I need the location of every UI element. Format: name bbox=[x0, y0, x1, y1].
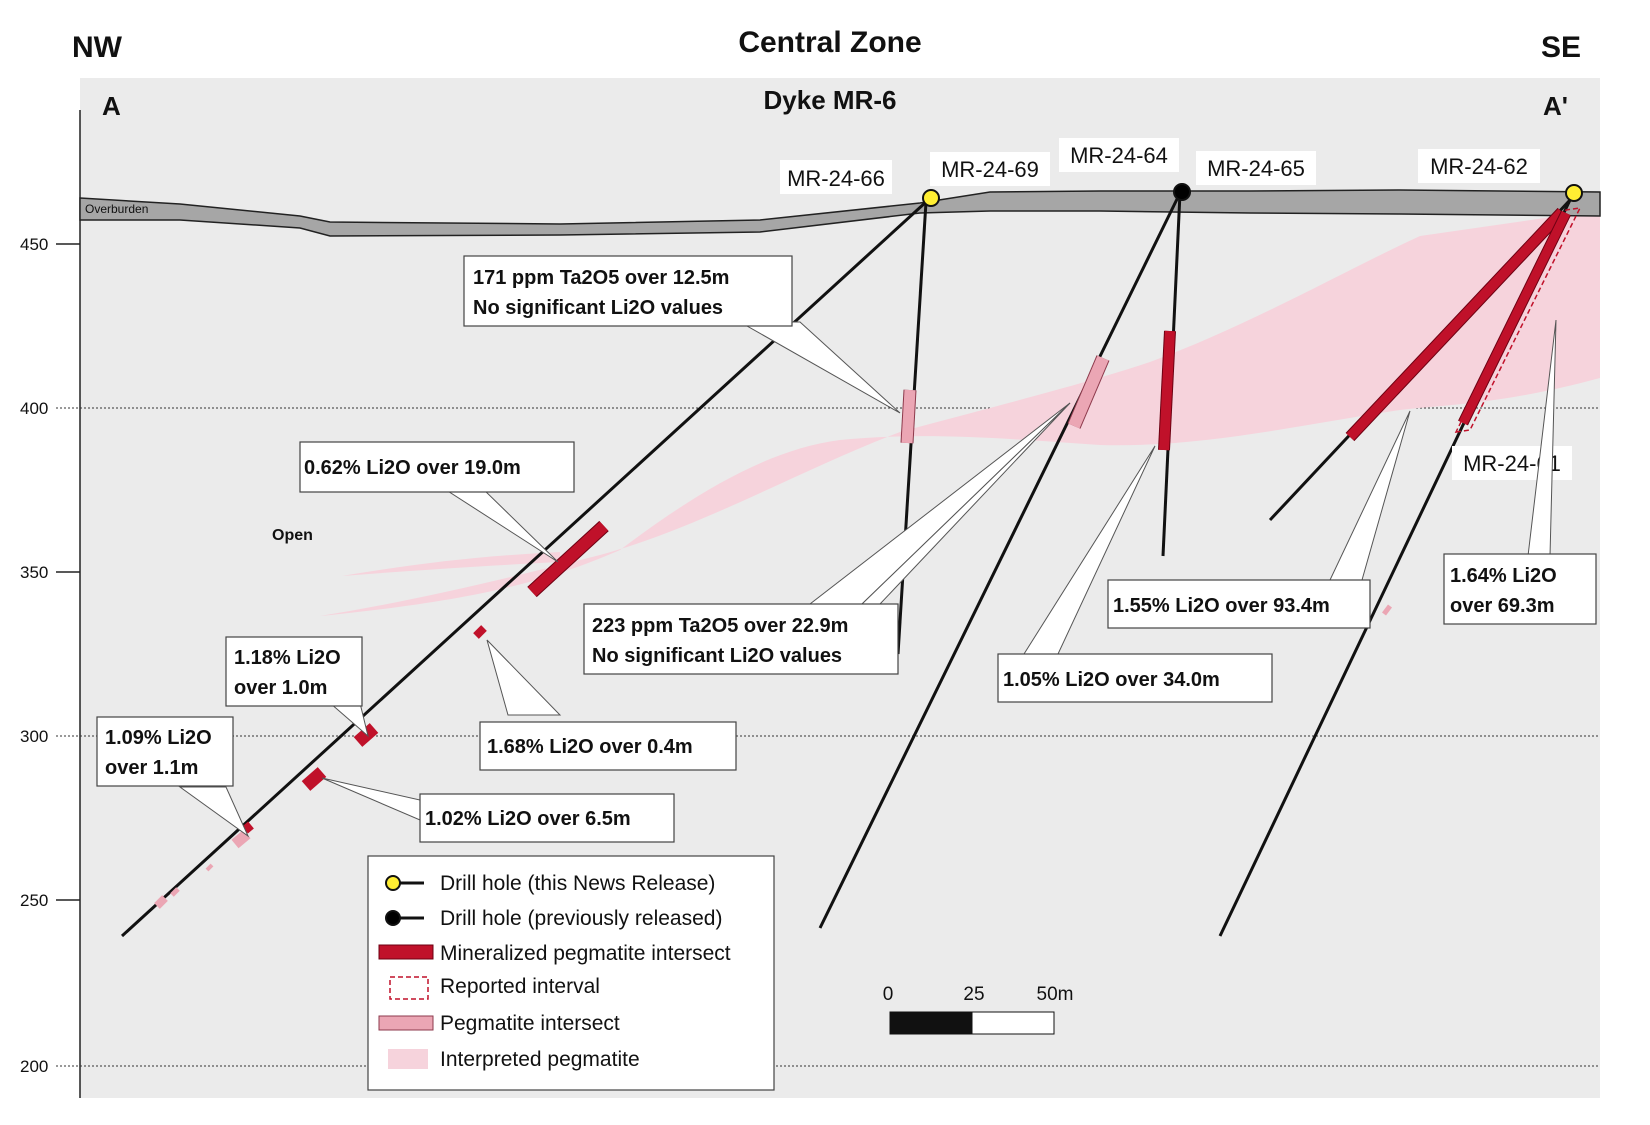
hole-label-bg-64 bbox=[1059, 138, 1179, 172]
intersect-1-18 bbox=[353, 723, 379, 747]
pegmatite-small-2 bbox=[154, 895, 168, 909]
legend-item-mineralized: Mineralized pegmatite intersect bbox=[440, 942, 731, 965]
hole-label-bg-69 bbox=[930, 152, 1050, 186]
page-title: Central Zone bbox=[738, 26, 921, 59]
hole-label-mr-24-64: MR-24-64 bbox=[1070, 143, 1168, 168]
callout-1-55: 1.55% Li2O over 93.4m bbox=[1113, 595, 1330, 617]
collar-marker-previous bbox=[1173, 183, 1191, 201]
section-end-label: A' bbox=[1543, 91, 1568, 121]
callout-box-1-09 bbox=[96, 716, 234, 787]
intersect-mr-24-62 bbox=[1346, 208, 1566, 441]
section-subtitle: Dyke MR-6 bbox=[764, 85, 897, 115]
callout-box-0-62 bbox=[299, 441, 575, 493]
pegmatite-mr-24-64 bbox=[1068, 355, 1109, 429]
hole-label-bg-66 bbox=[780, 160, 892, 194]
scale-tick-50: 50m bbox=[1037, 984, 1074, 1005]
legend-black-marker-icon bbox=[385, 910, 401, 926]
callout-0-62: 0.62% Li2O over 19.0m bbox=[304, 457, 521, 479]
legend-yellow-marker-icon bbox=[385, 875, 401, 891]
tick-label-350: 350 bbox=[20, 563, 48, 582]
intersect-mr-24-65 bbox=[1159, 330, 1175, 451]
callout-box-1-18 bbox=[225, 636, 363, 707]
scale-bar-white bbox=[971, 1011, 1055, 1035]
callout-1-18-line2: over 1.0m bbox=[234, 677, 327, 699]
scale-tick-25: 25 bbox=[963, 984, 984, 1005]
callout-box-ta-22-9 bbox=[583, 603, 899, 675]
hole-label-mr-24-66: MR-24-66 bbox=[787, 166, 885, 191]
pegmatite-small-1 bbox=[231, 829, 251, 849]
nw-direction: NW bbox=[72, 31, 123, 64]
callout-ta-12-5-line2: No significant Li2O values bbox=[473, 297, 723, 319]
callout-box-1-64 bbox=[1443, 553, 1597, 625]
intersect-mr-24-61 bbox=[1458, 211, 1571, 425]
legend-item-new-hole: Drill hole (this News Release) bbox=[440, 872, 715, 895]
pointer-1-68 bbox=[486, 639, 562, 716]
legend-interpreted-swatch bbox=[388, 1049, 428, 1069]
callout-ta-12-5-line1: 171 ppm Ta2O5 over 12.5m bbox=[473, 267, 729, 289]
callout-box-1-55 bbox=[1107, 579, 1371, 629]
hole-label-bg-62 bbox=[1418, 149, 1540, 183]
callout-1-68: 1.68% Li2O over 0.4m bbox=[487, 736, 693, 758]
callout-1-02: 1.02% Li2O over 6.5m bbox=[425, 808, 631, 830]
tick-label-250: 250 bbox=[20, 891, 48, 910]
scale-tick-0: 0 bbox=[883, 984, 894, 1005]
collar-marker-new-2 bbox=[1565, 184, 1583, 202]
legend-item-previous-hole: Drill hole (previously released) bbox=[440, 907, 722, 930]
callout-1-64-line2: over 69.3m bbox=[1450, 595, 1555, 617]
tick-label-200: 200 bbox=[20, 1057, 48, 1076]
callout-box-1-05 bbox=[997, 653, 1273, 703]
legend-item-reported: Reported interval bbox=[440, 975, 600, 998]
legend-pegmatite-swatch bbox=[378, 1015, 434, 1031]
legend-box bbox=[367, 855, 775, 1091]
scale-bar: 0 25 50m bbox=[883, 984, 1074, 1035]
legend-mineralized-swatch bbox=[378, 944, 434, 960]
section-start-label: A bbox=[102, 91, 121, 121]
callout-ta-22-9-line1: 223 ppm Ta2O5 over 22.9m bbox=[592, 615, 848, 637]
callout-1-64-line1: 1.64% Li2O bbox=[1450, 565, 1557, 587]
legend: Drill hole (this News Release) Drill hol… bbox=[367, 855, 775, 1091]
legend-item-interpreted: Interpreted pegmatite bbox=[440, 1048, 640, 1071]
drill-trace-mr-24-64 bbox=[818, 192, 1182, 929]
hole-label-mr-24-65: MR-24-65 bbox=[1207, 156, 1305, 181]
legend-item-pegmatite: Pegmatite intersect bbox=[440, 1012, 620, 1035]
elevation-gridlines bbox=[56, 243, 1600, 1067]
interpreted-pegmatite-finger bbox=[342, 552, 560, 576]
pegmatite-small-4 bbox=[205, 863, 214, 872]
callout-box-1-68 bbox=[479, 721, 737, 771]
pointer-1-09 bbox=[178, 786, 250, 838]
callout-box-ta-12-5 bbox=[463, 255, 793, 327]
se-direction: SE bbox=[1541, 31, 1581, 64]
callout-1-05: 1.05% Li2O over 34.0m bbox=[1003, 669, 1220, 691]
tick-label-300: 300 bbox=[20, 727, 48, 746]
tick-label-400: 400 bbox=[20, 399, 48, 418]
reported-interval-mr-24-61 bbox=[1454, 207, 1582, 433]
scale-bar-black bbox=[889, 1011, 973, 1035]
callout-1-09-line1: 1.09% Li2O bbox=[105, 727, 212, 749]
hole-label-mr-24-69: MR-24-69 bbox=[941, 157, 1039, 182]
pegmatite-small-5 bbox=[1382, 604, 1392, 616]
intersect-1-02 bbox=[301, 767, 327, 791]
tick-label-450: 450 bbox=[20, 235, 48, 254]
intersect-0-62 bbox=[527, 521, 609, 597]
callout-box-1-02 bbox=[419, 793, 675, 843]
pegmatite-mr-24-69 bbox=[901, 389, 916, 444]
overburden-layer bbox=[79, 189, 1601, 237]
intersect-1-68 bbox=[473, 625, 487, 639]
hole-label-mr-24-62: MR-24-62 bbox=[1430, 154, 1528, 179]
interpreted-pegmatite-body bbox=[320, 210, 1600, 616]
overburden-label: Overburden bbox=[85, 202, 148, 216]
callout-1-18-line1: 1.18% Li2O bbox=[234, 647, 341, 669]
pegmatite-small-3 bbox=[170, 887, 180, 897]
intersect-1-09 bbox=[242, 821, 254, 834]
legend-reported-swatch bbox=[389, 976, 429, 1000]
callout-1-09-line2: over 1.1m bbox=[105, 757, 198, 779]
collar-marker-new-1 bbox=[922, 189, 940, 207]
hole-label-bg-65 bbox=[1196, 151, 1316, 185]
callout-ta-22-9-line2: No significant Li2O values bbox=[592, 645, 842, 667]
open-label: Open bbox=[272, 527, 313, 544]
